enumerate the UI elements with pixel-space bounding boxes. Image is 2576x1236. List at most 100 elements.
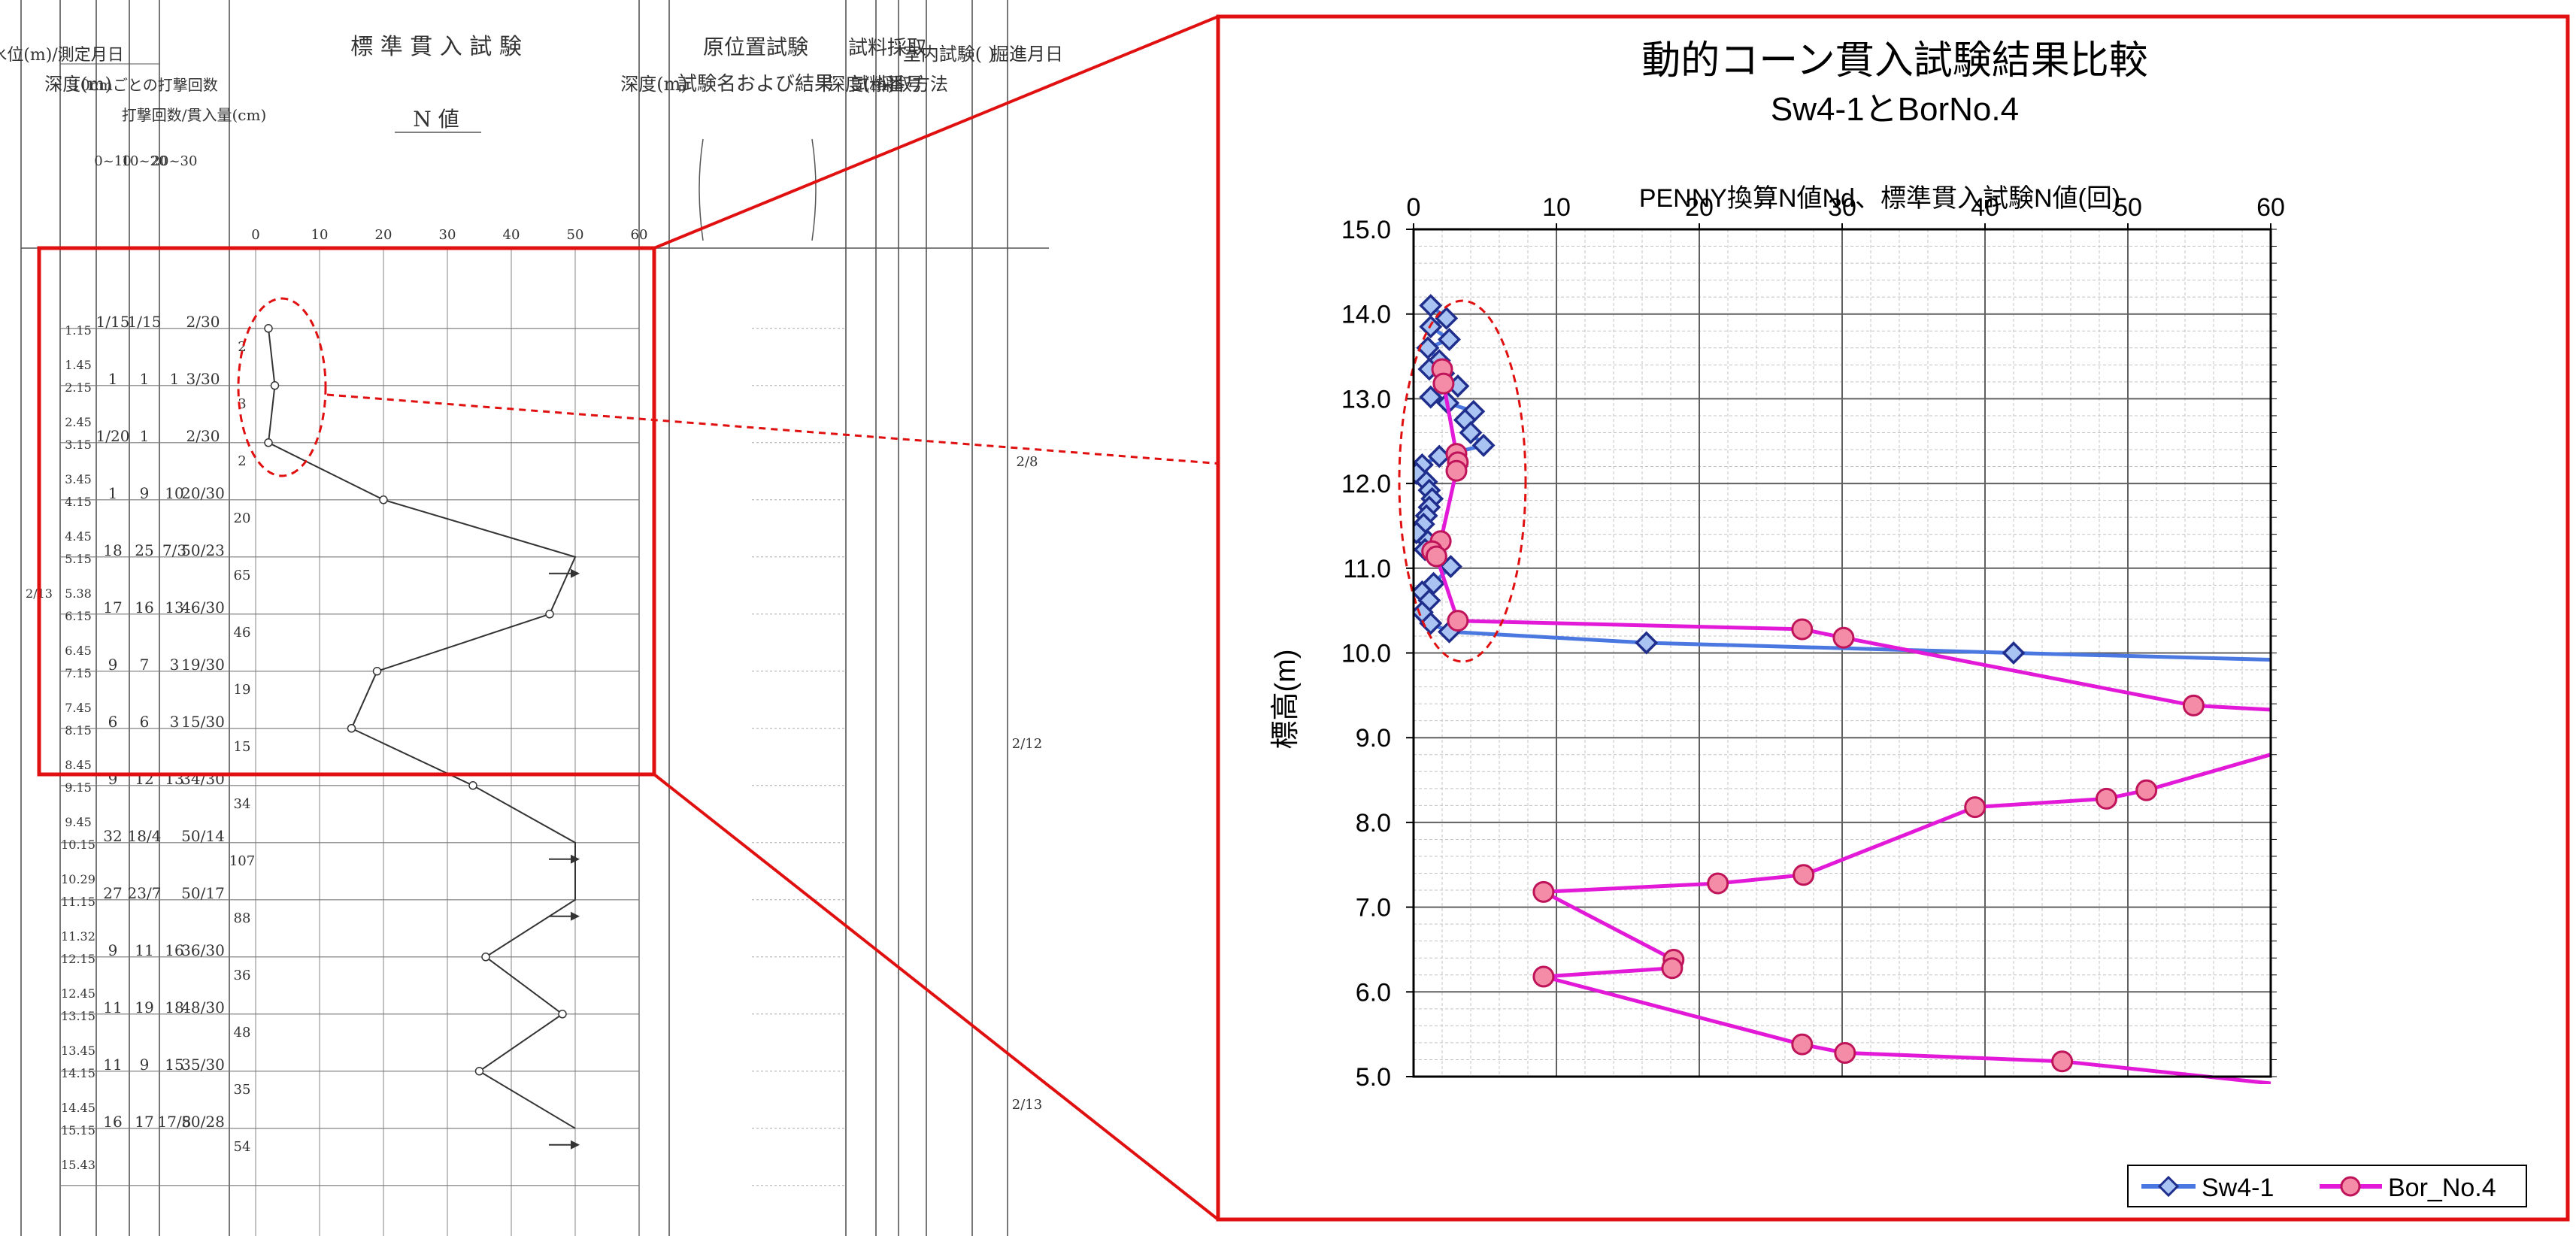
- bor-marker: [1532, 880, 1555, 903]
- blow-range-header: 10~20: [122, 153, 168, 169]
- row-total: 46/30: [181, 598, 225, 616]
- row-blow-3: 13: [165, 598, 183, 616]
- sheet-title: 標 準 貫 入 試 験: [350, 34, 522, 60]
- x-axis-label: PENNY換算N値Nd、標準貫入試験N値(回): [1639, 184, 2120, 213]
- row-blow-1: 27: [103, 884, 122, 902]
- row-depth-top: 6.45: [65, 644, 92, 658]
- row-blow-3: 17/8: [158, 1113, 192, 1131]
- bor-marker: [1791, 618, 1814, 641]
- row-n: 46: [234, 625, 251, 641]
- sw-marker: [1414, 520, 1429, 544]
- sw-marker: [1419, 611, 1443, 635]
- row-blow-2: 6: [140, 713, 150, 731]
- n-point: [468, 781, 477, 790]
- row-blow-1: 11: [103, 998, 122, 1016]
- bor-marker: [1425, 545, 1447, 568]
- row-blow-2: 16: [135, 598, 153, 616]
- n-point: [481, 953, 490, 962]
- n-arrow-head: [571, 854, 580, 864]
- highlight-box: [37, 246, 656, 777]
- n-arrow-head: [571, 568, 580, 578]
- sheet-grid: [20, 0, 1049, 1236]
- series-bor-no4: [1421, 358, 2271, 716]
- row-depth-bottom: 4.15: [65, 495, 92, 509]
- row-blow-2: 1: [140, 427, 150, 445]
- blow-range-header: 0~10: [94, 153, 131, 169]
- n-arrow-head: [571, 1140, 580, 1150]
- n-point: [379, 495, 388, 504]
- row-blow-3: 10: [165, 484, 183, 502]
- plot-dashed-ellipse: [1398, 299, 1527, 663]
- water-header: 孔内水位(m)/測定月日: [0, 46, 124, 65]
- sw-marker: [1438, 328, 1461, 351]
- row-total: 2/30: [186, 427, 220, 445]
- row-depth-bottom: 11.15: [61, 895, 95, 909]
- bor-marker: [1793, 864, 1815, 886]
- insitu-header: 原位置試験: [703, 35, 808, 59]
- row-blow-2: 19: [135, 998, 153, 1016]
- x-tick-label: 10: [1542, 193, 1571, 222]
- bor-marker: [1964, 796, 1987, 819]
- row-n: 88: [234, 910, 251, 926]
- bor-marker: [1447, 610, 1469, 632]
- row-depth-bottom: 5.15: [65, 552, 92, 566]
- plot-series: [1414, 293, 2271, 1084]
- row-total: 50/14: [181, 827, 225, 845]
- row-blow-1: 1/20: [96, 427, 130, 445]
- row-n: 19: [234, 682, 251, 698]
- sample-depth-header: 深度(m): [827, 74, 894, 95]
- row-blow-2: 9: [140, 484, 150, 502]
- row-depth-top: 4.45: [65, 529, 92, 544]
- total-header: 打撃回数/貫入量(cm): [122, 106, 267, 124]
- n-arrow-head: [571, 911, 580, 921]
- bor-marker: [1832, 626, 1855, 649]
- row-depth-bottom: 3.15: [65, 438, 92, 452]
- bor-marker: [2051, 1050, 2074, 1073]
- dashed-arrow-line: [326, 393, 1350, 475]
- sheet-background: [0, 0, 1049, 1236]
- legend-bor-marker: [2340, 1176, 2361, 1197]
- n-point: [372, 667, 382, 676]
- row-depth-top: 13.45: [61, 1044, 95, 1058]
- row-depth-top: 12.45: [61, 986, 95, 1001]
- row-depth-top: 5.38: [65, 586, 92, 601]
- n-point: [347, 724, 356, 733]
- row-n: 65: [234, 568, 251, 583]
- y-tick-label: 9.0: [1356, 724, 1391, 753]
- sheet-dashed-ellipse: [237, 297, 327, 477]
- row-depth-bottom: 12.15: [61, 952, 95, 966]
- row-n: 36: [234, 968, 251, 983]
- x-tick-label: 60: [2256, 193, 2285, 222]
- sheet-headers: 標 準 貫 入 試 験N 値原位置試験試験名および結果深度(m)試料採取深度(m…: [0, 34, 1063, 243]
- row-depth-top: 15.43: [61, 1158, 95, 1172]
- row-depth-top: 9.45: [65, 815, 92, 829]
- bor-marker: [1432, 372, 1455, 395]
- row-blow-1: 17: [103, 598, 122, 616]
- chart-panel: 動的コーン貫入試験結果比較 Sw4-1とBorNo.4 PENNY換算N値Nd、…: [1216, 14, 2570, 1222]
- row-depth-top: 14.45: [61, 1101, 95, 1115]
- n-point: [558, 1010, 567, 1019]
- sw-marker: [1459, 421, 1483, 444]
- date-mark: 2/12: [1012, 736, 1042, 752]
- x-tick-label: 20: [1685, 193, 1714, 222]
- n-point: [264, 324, 273, 333]
- row-n: 48: [234, 1025, 251, 1041]
- n-point: [474, 1067, 484, 1076]
- x-tick-label: 40: [1971, 193, 1999, 222]
- sample-header: 試料採取: [848, 37, 926, 59]
- row-blow-3: 18: [165, 998, 183, 1016]
- row-blow-3: 7/3: [162, 541, 186, 559]
- n-point: [270, 381, 280, 390]
- n-axis-tick: 50: [567, 227, 584, 243]
- n-axis-tick: 20: [375, 227, 392, 243]
- row-n: 15: [234, 739, 251, 755]
- sw-marker: [1471, 433, 1496, 457]
- sw-marker: [2002, 641, 2026, 665]
- y-tick-label: 5.0: [1356, 1063, 1391, 1092]
- row-blow-1: 11: [103, 1056, 122, 1074]
- bor-marker: [1661, 957, 1683, 980]
- n-axis-tick: 10: [311, 227, 329, 243]
- row-depth-bottom: 6.15: [65, 609, 92, 623]
